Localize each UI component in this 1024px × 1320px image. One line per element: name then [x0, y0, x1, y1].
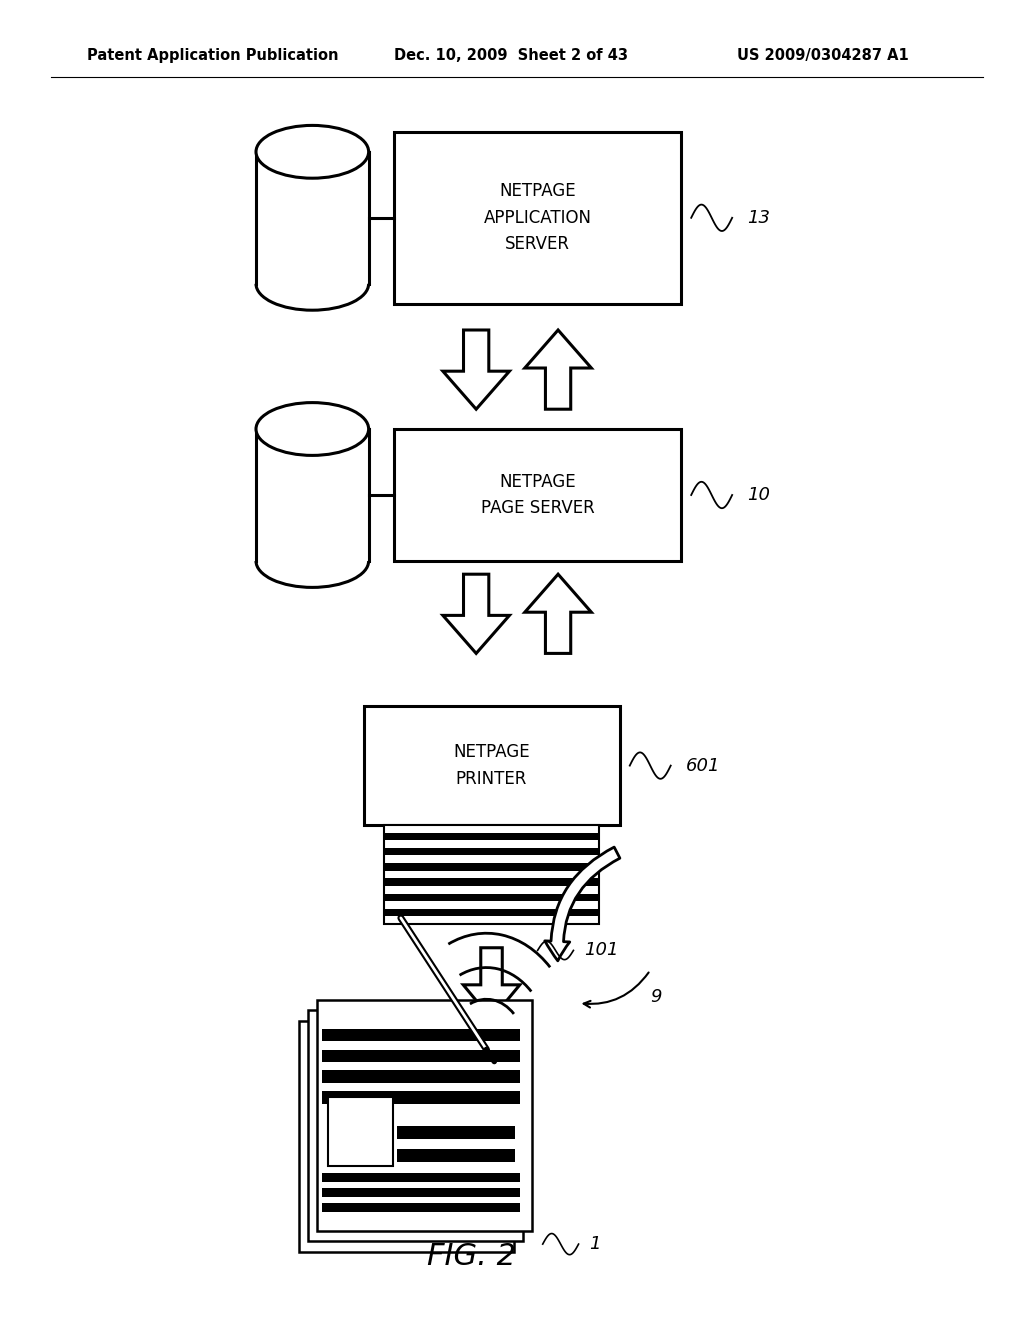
Bar: [364, 706, 620, 825]
Bar: [384, 878, 599, 886]
Bar: [322, 1049, 519, 1063]
Polygon shape: [463, 948, 520, 1019]
Bar: [322, 1071, 519, 1082]
Text: 10: 10: [748, 486, 770, 504]
Polygon shape: [525, 574, 592, 653]
Text: 601: 601: [686, 756, 721, 775]
Text: Patent Application Publication: Patent Application Publication: [87, 48, 339, 63]
Bar: [384, 833, 599, 841]
Polygon shape: [525, 330, 592, 409]
Text: NETPAGE
PRINTER: NETPAGE PRINTER: [454, 743, 529, 788]
Text: US 2009/0304287 A1: US 2009/0304287 A1: [737, 48, 909, 63]
Bar: [322, 1204, 519, 1212]
Bar: [397, 1126, 515, 1138]
Bar: [384, 863, 599, 871]
Bar: [394, 132, 681, 304]
Text: Dec. 10, 2009  Sheet 2 of 43: Dec. 10, 2009 Sheet 2 of 43: [394, 48, 629, 63]
Ellipse shape: [256, 403, 369, 455]
Bar: [322, 1092, 519, 1104]
Bar: [394, 429, 681, 561]
Text: 101: 101: [584, 941, 618, 960]
Polygon shape: [442, 574, 510, 653]
Text: 9: 9: [650, 987, 662, 1006]
Bar: [308, 1011, 523, 1241]
Bar: [384, 847, 599, 855]
Bar: [322, 1173, 519, 1183]
Bar: [384, 894, 599, 902]
Polygon shape: [442, 330, 510, 409]
Text: FIG. 2: FIG. 2: [427, 1242, 515, 1271]
Bar: [317, 1001, 532, 1230]
Bar: [322, 1028, 519, 1041]
Text: NETPAGE
APPLICATION
SERVER: NETPAGE APPLICATION SERVER: [483, 182, 592, 253]
Bar: [322, 1188, 519, 1197]
Text: 13: 13: [748, 209, 770, 227]
Text: NETPAGE
PAGE SERVER: NETPAGE PAGE SERVER: [480, 473, 595, 517]
Bar: [299, 1022, 514, 1251]
Bar: [384, 908, 599, 916]
Ellipse shape: [256, 125, 369, 178]
FancyArrowPatch shape: [545, 847, 620, 961]
Text: 1: 1: [589, 1236, 600, 1253]
Bar: [397, 1148, 515, 1162]
FancyArrowPatch shape: [584, 973, 648, 1007]
Bar: [384, 825, 599, 924]
Bar: [328, 1097, 393, 1167]
